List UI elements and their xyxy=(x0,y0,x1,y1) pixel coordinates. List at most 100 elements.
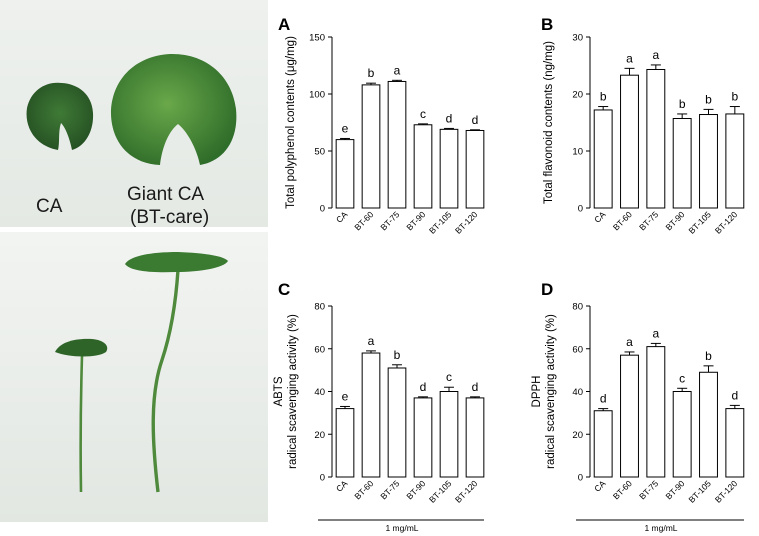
significance-label: a xyxy=(626,51,633,65)
photo-label-giant-ca: Giant CA xyxy=(127,184,204,205)
ca-stem-short xyxy=(79,355,84,493)
significance-label: c xyxy=(420,107,426,121)
bar xyxy=(699,114,718,209)
category-label: BT-60 xyxy=(611,478,634,501)
giant-leaf-tall-plant xyxy=(125,252,228,273)
significance-label: b xyxy=(368,66,375,80)
chart-panel-a: A 0 50 100 150 Total polyphenol contents (μg/… xyxy=(278,15,485,236)
y-tick-label: 20 xyxy=(314,430,325,441)
category-label: CA xyxy=(592,209,608,225)
panel-letter: C xyxy=(278,280,290,299)
y-axis-title: radical scavenging activity (%) xyxy=(287,314,299,469)
y-tick-label: 0 xyxy=(578,473,583,484)
category-label: BT-90 xyxy=(404,478,427,501)
bar xyxy=(413,124,433,209)
chart-panel-b: B 0 10 20 30 Total flavonoid contents (ng/mg)… xyxy=(541,15,745,236)
bar xyxy=(593,109,613,209)
significance-label: a xyxy=(652,326,659,340)
significance-label: b xyxy=(679,97,686,111)
category-label: BT-60 xyxy=(352,478,375,501)
category-label: BT-75 xyxy=(637,209,660,232)
y-tick-label: 0 xyxy=(578,204,583,215)
y-tick-label: 20 xyxy=(572,430,583,441)
significance-label: e xyxy=(342,389,349,403)
chart-panel-c: C 0 20 40 60 80 ABTS radical scavenging activit… xyxy=(273,280,485,533)
significance-label: c xyxy=(679,371,685,385)
bar xyxy=(672,118,692,209)
category-label: BT-90 xyxy=(663,209,686,232)
significance-label: d xyxy=(472,380,479,394)
bar xyxy=(361,352,381,478)
ca-leaf-small xyxy=(26,82,94,150)
significance-label: d xyxy=(446,111,453,125)
significance-label: a xyxy=(626,335,633,349)
category-label: BT-105 xyxy=(686,209,713,236)
significance-label: c xyxy=(446,370,452,384)
y-tick-label: 10 xyxy=(572,147,583,158)
giant-ca-leaf xyxy=(110,53,237,165)
y-axis-title: radical scavenging activity (%) xyxy=(545,314,557,469)
significance-label: d xyxy=(420,380,427,394)
category-label: BT-60 xyxy=(352,209,375,232)
bar xyxy=(387,367,407,478)
bar xyxy=(725,408,745,478)
significance-label: b xyxy=(731,90,738,104)
photo-panel-bottom xyxy=(0,232,268,522)
category-label: CA xyxy=(592,478,608,494)
significance-label: b xyxy=(394,348,401,362)
bar xyxy=(699,371,718,478)
category-label: BT-75 xyxy=(378,209,401,232)
y-tick-label: 80 xyxy=(572,302,583,313)
y-tick-label: 20 xyxy=(572,90,583,101)
y-tick-label: 60 xyxy=(572,344,583,355)
bar xyxy=(387,80,407,209)
bar xyxy=(646,346,666,478)
bar xyxy=(361,84,381,209)
y-axis-title: DPPH xyxy=(531,376,543,408)
photo-label-bt-care: (BT-care) xyxy=(130,207,209,228)
category-label: BT-105 xyxy=(427,478,454,505)
significance-label: b xyxy=(705,92,712,106)
y-tick-label: 0 xyxy=(320,473,325,484)
y-axis-title: Total flavonoid contents (ng/mg) xyxy=(543,41,555,204)
category-label: BT-105 xyxy=(427,209,454,236)
concentration-label: 1 mg/mL xyxy=(644,523,677,533)
y-tick-label: 0 xyxy=(320,204,325,215)
significance-label: a xyxy=(394,63,401,77)
bar xyxy=(439,128,459,209)
significance-label: e xyxy=(342,121,349,135)
bar xyxy=(413,397,433,478)
panel-letter: A xyxy=(278,15,290,34)
bar xyxy=(465,397,485,478)
category-label: CA xyxy=(334,209,350,225)
y-axis-title: Total polyphenol contents (μg/mg) xyxy=(285,36,297,209)
category-label: BT-60 xyxy=(611,209,634,232)
category-label: BT-75 xyxy=(378,478,401,501)
ca-leaf-short-plant xyxy=(55,338,108,357)
y-axis-title: ABTS xyxy=(273,376,285,406)
bar xyxy=(465,129,485,209)
bar xyxy=(646,68,666,209)
bar xyxy=(439,391,459,478)
category-label: BT-120 xyxy=(453,478,480,505)
y-tick-label: 50 xyxy=(314,147,325,158)
significance-label: d xyxy=(731,388,738,402)
category-label: BT-120 xyxy=(713,209,740,236)
bar xyxy=(335,408,355,478)
panel-letter: B xyxy=(541,15,553,34)
y-tick-label: 30 xyxy=(572,33,583,44)
significance-label: a xyxy=(652,48,659,62)
category-label: BT-105 xyxy=(686,478,713,505)
category-label: CA xyxy=(334,478,350,494)
photo-panel-top: CA Giant CA (BT-care) xyxy=(0,0,268,228)
photo-bottom-background xyxy=(0,232,268,522)
bar xyxy=(593,410,613,478)
significance-label: b xyxy=(600,90,607,104)
y-tick-label: 40 xyxy=(314,387,325,398)
significance-label: d xyxy=(472,113,479,127)
bar xyxy=(335,139,355,209)
photo-label-ca: CA xyxy=(36,196,63,217)
panel-letter: D xyxy=(541,280,553,299)
